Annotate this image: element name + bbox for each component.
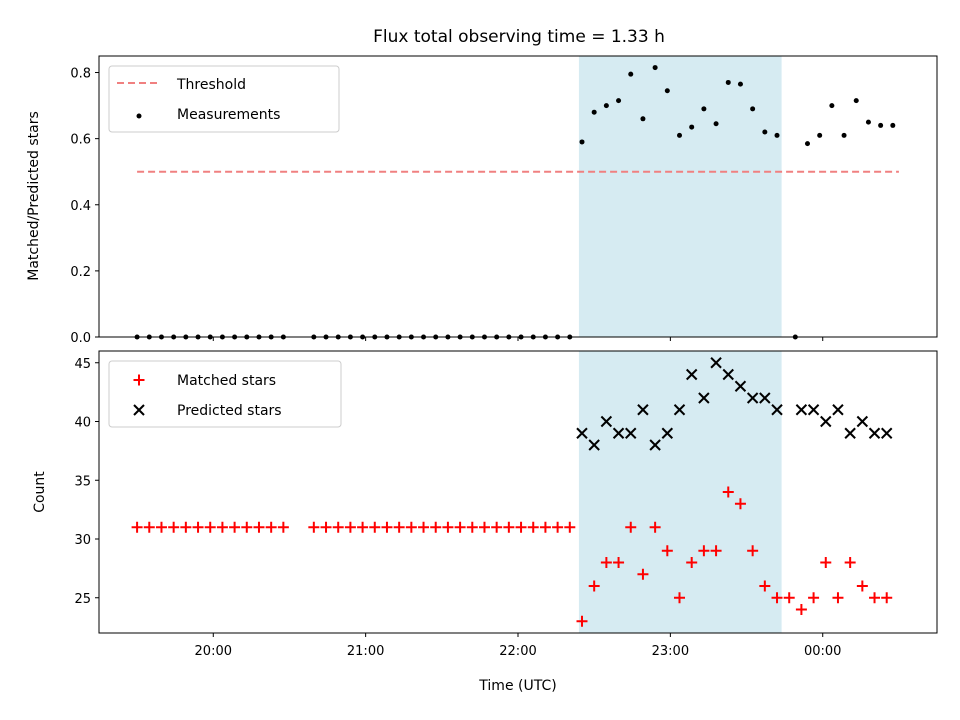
- legend-predicted-marker: [133, 404, 145, 416]
- top-y-axis-label: Matched/Predicted stars: [26, 111, 42, 281]
- bottom-panel-frame: [98, 350, 938, 634]
- legend-predicted-label: Predicted stars: [177, 403, 282, 419]
- predicted-star-point: [746, 392, 759, 404]
- measurement-point: [817, 132, 823, 138]
- top-panel: 0.00.20.40.60.8 Matched/Predicted stars …: [26, 55, 938, 346]
- measurement-point: [841, 132, 847, 138]
- predicted-star-point: [588, 439, 600, 451]
- y-tick-label: 30: [74, 533, 91, 548]
- x-axis-label: Time (UTC): [478, 678, 556, 694]
- predicted-star-point: [625, 427, 637, 439]
- bottom-x-axis-ticks: 20:00 21:00 22:00 23:00 00:00: [195, 633, 841, 659]
- x-tick-label: 23:00: [652, 644, 689, 659]
- measurement-point: [628, 71, 634, 77]
- y-tick-label: 35: [74, 474, 91, 489]
- legend-predicted-swatch: [133, 404, 145, 416]
- predicted-star-point: [856, 415, 869, 428]
- measurement-point: [652, 65, 658, 71]
- measurement-point: [677, 132, 683, 138]
- measurement-point: [701, 106, 707, 112]
- legend-matched-label: Matched stars: [177, 373, 276, 389]
- measurement-point: [591, 109, 597, 115]
- measurement-point: [774, 132, 780, 138]
- bottom-legend-box: [108, 360, 342, 428]
- measurement-point: [664, 88, 670, 94]
- predicted-star-point: [881, 427, 893, 439]
- predicted-star-point: [807, 404, 820, 416]
- predicted-star-point: [734, 380, 747, 392]
- chart-title: Flux total observing time = 1.33 h: [373, 27, 665, 47]
- predicted-star-point: [832, 404, 844, 416]
- y-tick-label: 40: [74, 416, 91, 431]
- top-legend: Threshold Measurements: [108, 65, 340, 133]
- y-tick-label: 0.4: [70, 199, 91, 214]
- predicted-stars-series: [576, 357, 893, 451]
- predicted-star-point: [722, 368, 734, 381]
- shaded-observing-window: [578, 56, 782, 337]
- measurement-point: [640, 116, 646, 122]
- bottom-y-axis-ticks: 25 30 35 40 45: [74, 357, 99, 607]
- top-panel-shaded-region: [578, 56, 782, 337]
- measurement-point: [579, 139, 585, 145]
- bottom-y-axis-label: Count: [32, 471, 48, 513]
- y-tick-label: 25: [74, 592, 91, 607]
- predicted-star-point: [649, 439, 661, 451]
- top-panel-frame: [98, 55, 938, 338]
- measurement-point: [713, 121, 719, 127]
- predicted-star-point: [771, 404, 783, 416]
- x-tick-label: 22:00: [499, 644, 536, 659]
- top-legend-box: [108, 65, 340, 133]
- legend-threshold-label: Threshold: [176, 77, 246, 93]
- legend-matched-swatch: [133, 374, 145, 386]
- matched-stars-series: [131, 486, 893, 627]
- bottom-panel-shaded-region: [578, 351, 782, 633]
- measurement-point: [725, 79, 731, 85]
- predicted-star-point: [673, 404, 686, 416]
- predicted-star-point: [759, 392, 771, 404]
- predicted-star-point: [820, 415, 832, 428]
- measurement-point: [750, 106, 756, 112]
- predicted-star-point: [685, 368, 698, 381]
- measurement-point: [829, 103, 835, 109]
- predicted-star-point: [600, 415, 613, 428]
- legend-measurements-swatch: [136, 113, 142, 119]
- shaded-observing-window: [578, 351, 782, 633]
- y-tick-label: 0.8: [70, 67, 91, 82]
- y-tick-label: 0.2: [70, 265, 91, 280]
- predicted-star-point: [637, 404, 649, 416]
- predicted-star-point: [844, 427, 856, 439]
- predicted-star-point: [661, 427, 674, 439]
- predicted-star-point: [710, 357, 722, 369]
- predicted-star-point: [698, 392, 710, 404]
- y-tick-label: 0.6: [70, 133, 91, 148]
- measurement-point: [878, 122, 884, 128]
- bottom-legend: Matched stars Predicted stars: [108, 360, 342, 428]
- predicted-star-point: [795, 404, 808, 416]
- predicted-star-point: [576, 427, 588, 439]
- y-tick-label: 45: [74, 357, 91, 372]
- bottom-panel: 25 30 35 40 45 20:00 21:00 22:00 23:00 00:00 Cou…: [32, 350, 938, 694]
- x-tick-label: 21:00: [347, 644, 384, 659]
- x-tick-label: 20:00: [195, 644, 232, 659]
- predicted-star-point: [612, 427, 625, 439]
- top-y-axis-ticks: 0.0 0.2 0.4 0.6 0.8: [70, 67, 99, 346]
- measurement-point: [737, 81, 743, 87]
- measurement-point: [689, 124, 695, 130]
- measurement-point: [762, 129, 768, 135]
- measurement-point: [603, 103, 609, 109]
- measurement-point: [853, 98, 859, 104]
- top-x-axis-ticks: [212, 337, 824, 341]
- measurement-point: [865, 119, 871, 125]
- predicted-star-point: [868, 427, 881, 439]
- measurement-point: [890, 122, 896, 128]
- y-tick-label: 0.0: [70, 331, 91, 346]
- measurement-point: [616, 98, 622, 104]
- legend-measurements-label: Measurements: [177, 107, 280, 123]
- measurement-point: [804, 141, 810, 147]
- x-tick-label: 00:00: [804, 644, 841, 659]
